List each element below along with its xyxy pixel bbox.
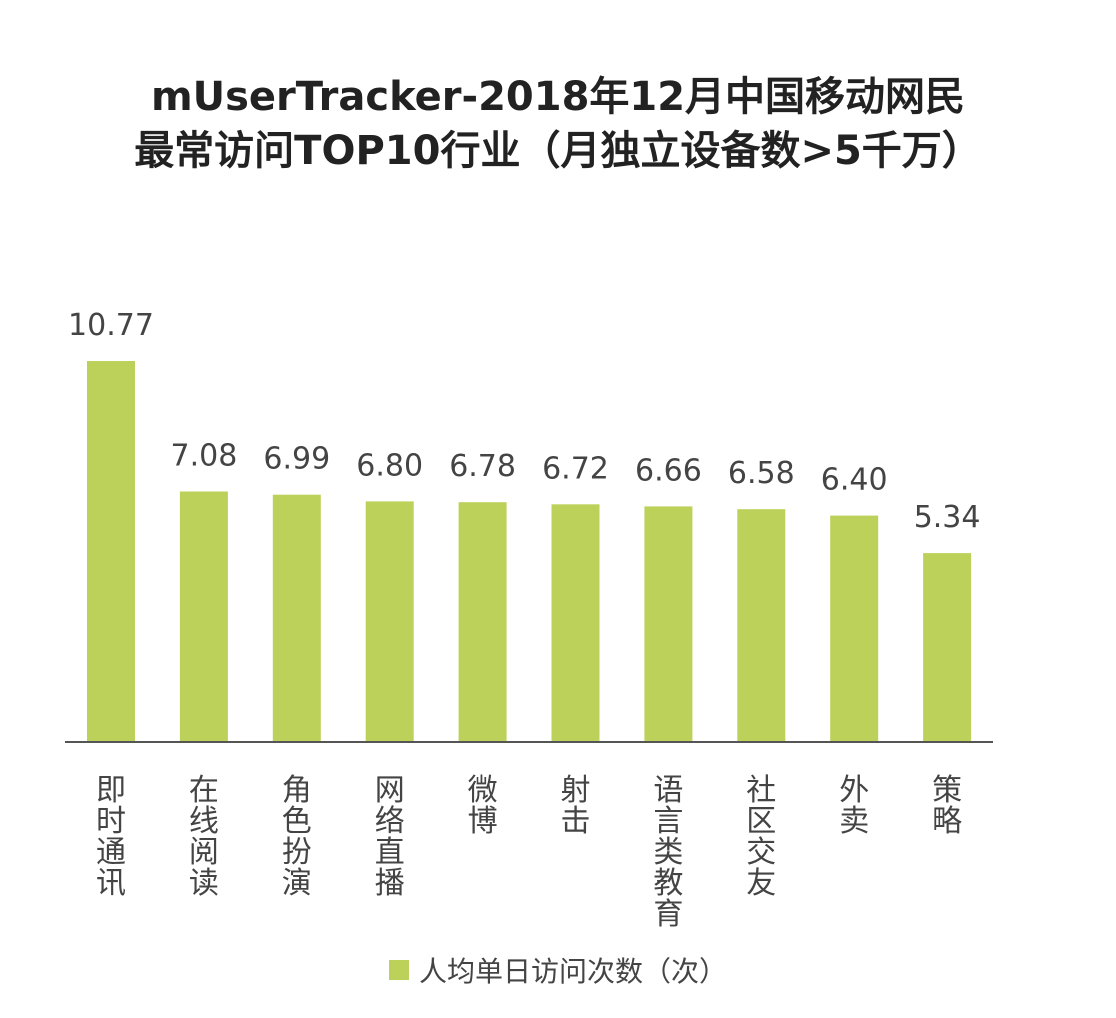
- category-label-7: 语言类教育: [653, 773, 683, 932]
- data-label-8: 6.58: [728, 456, 795, 491]
- data-label-1: 10.77: [68, 308, 154, 343]
- category-label-9: 外卖: [839, 773, 869, 839]
- category-label-3: 角色扮演: [282, 773, 312, 901]
- data-label-3: 6.99: [263, 442, 330, 477]
- data-label-7: 6.66: [635, 453, 702, 488]
- category-label-2: 在线阅读: [189, 773, 219, 901]
- category-label-6: 射击: [561, 773, 591, 839]
- legend-swatch: [388, 960, 409, 980]
- legend-label: 人均单日访问次数（次）: [418, 955, 727, 988]
- category-label-8: 社区交友: [746, 773, 776, 901]
- chart-title-line-1: mUserTracker-2018年12月中国移动网民: [150, 74, 966, 120]
- data-label-5: 6.78: [449, 449, 516, 484]
- category-label-1: 即时通讯: [96, 773, 126, 901]
- bar-10: [923, 553, 972, 742]
- chart-title: mUserTracker-2018年12月中国移动网民 最常访问TOP10行业（…: [0, 70, 1116, 178]
- bar-8: [737, 509, 786, 742]
- bar-1: [87, 361, 135, 742]
- category-label-5: 微博: [468, 773, 498, 839]
- category-label-10: 策略: [932, 773, 962, 839]
- chart-title-line-2: 最常访问TOP10行业（月独立设备数>5千万）: [134, 128, 982, 174]
- bar-2: [179, 491, 228, 742]
- bar-6: [551, 504, 600, 742]
- data-label-9: 6.40: [821, 463, 888, 498]
- bar-3: [272, 494, 321, 742]
- legend: 人均单日访问次数（次）: [0, 950, 1116, 990]
- category-label-4: 网络直播: [375, 773, 405, 901]
- data-label-10: 5.34: [914, 500, 981, 535]
- bar-7: [644, 506, 693, 742]
- data-label-2: 7.08: [171, 439, 238, 474]
- bar-4: [365, 501, 414, 742]
- data-label-4: 6.80: [356, 448, 423, 483]
- bar-9: [830, 515, 879, 742]
- data-label-6: 6.72: [542, 451, 609, 486]
- bar-5: [458, 502, 507, 742]
